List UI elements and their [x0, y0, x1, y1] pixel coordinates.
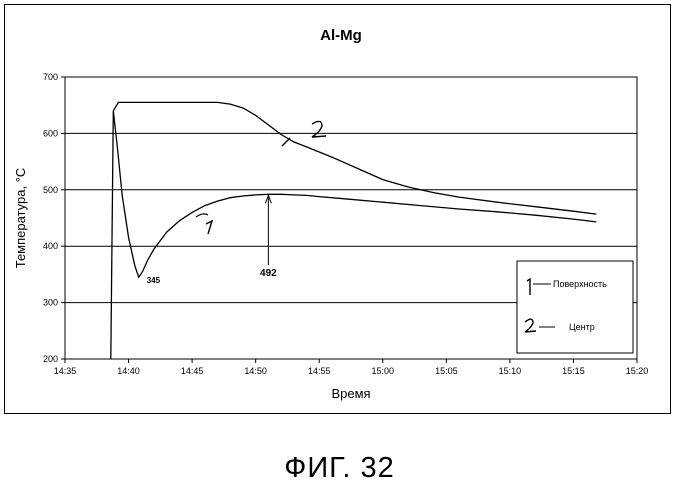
curve-marker-tick: [196, 214, 208, 217]
x-tick-label: 14:35: [54, 366, 77, 376]
legend-box: [517, 261, 633, 353]
x-tick-label: 14:50: [244, 366, 267, 376]
annotation-label: 492: [260, 268, 277, 279]
curve-marker-1: [206, 221, 212, 234]
x-tick-label: 15:00: [372, 366, 395, 376]
y-tick-label: 700: [43, 72, 58, 82]
y-tick-label: 200: [43, 354, 58, 364]
line-chart: Al-Mg 200 300 400 500 600 700 14:35 14:40 14:45 14…: [0, 0, 679, 445]
figure-caption: ФИГ. 32: [0, 452, 679, 485]
y-tick-label: 600: [43, 128, 58, 138]
legend-label-1: Поверхность: [553, 279, 607, 289]
curve-marker-2: [312, 121, 326, 137]
y-axis-label: Температура, °C: [13, 168, 28, 269]
y-tick-label: 500: [43, 185, 58, 195]
x-tick-label: 15:10: [499, 366, 522, 376]
legend-label-2: Центр: [569, 322, 595, 332]
chart-title: Al-Mg: [320, 27, 362, 44]
x-axis-label: Время: [331, 386, 370, 401]
curve-marker-tick: [282, 138, 290, 146]
y-tick-label: 400: [43, 241, 58, 251]
x-tick-label: 15:20: [626, 366, 649, 376]
x-tick-label: 15:15: [562, 366, 585, 376]
series-line-2: [113, 102, 596, 214]
x-tick-label: 14:45: [181, 366, 204, 376]
x-tick-label: 15:05: [435, 366, 458, 376]
y-tick-label: 300: [43, 298, 58, 308]
x-tick-label: 14:40: [117, 366, 140, 376]
x-tick-label: 14:55: [308, 366, 331, 376]
annotation-label: 345: [147, 276, 161, 285]
